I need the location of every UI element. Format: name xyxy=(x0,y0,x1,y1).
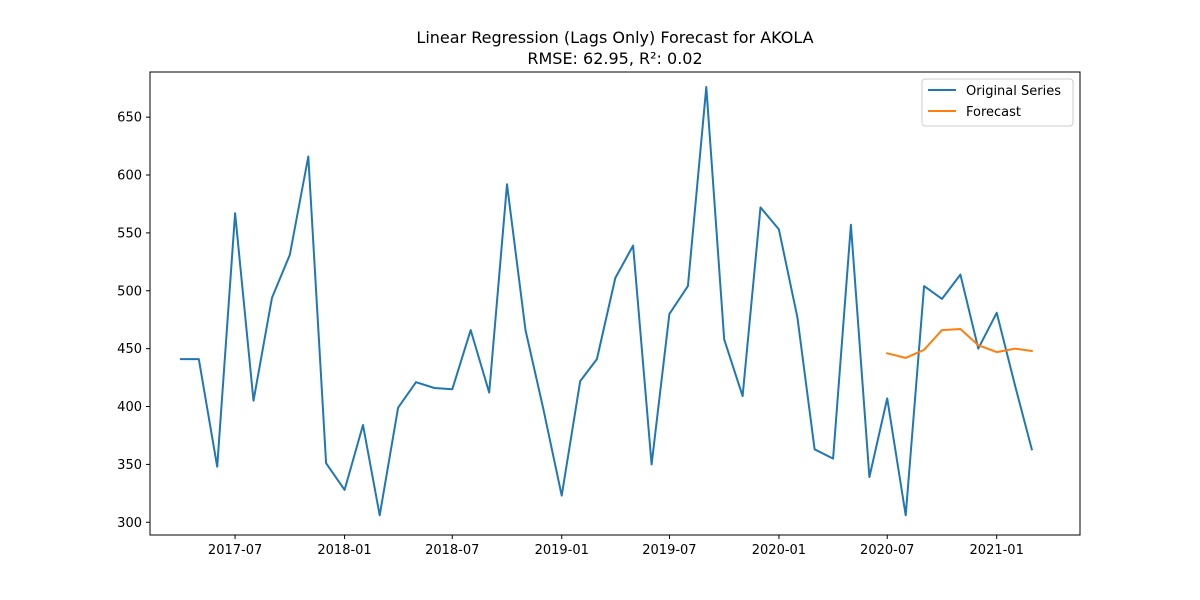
chart-title: Linear Regression (Lags Only) Forecast f… xyxy=(416,28,813,47)
plot-lines xyxy=(179,86,1034,517)
x-tick-label: 2018-07 xyxy=(425,543,479,558)
y-tick-label: 400 xyxy=(117,400,142,415)
y-axis: 300 350 400 450 500 550 600 650 xyxy=(117,111,150,531)
legend-box xyxy=(921,78,1074,127)
series-line-forecast xyxy=(885,328,1033,359)
legend-label-original-series: Original Series xyxy=(966,84,1061,99)
x-tick-label: 2017-07 xyxy=(208,543,262,558)
y-tick-label: 650 xyxy=(117,111,142,126)
legend: Original Series Forecast xyxy=(921,78,1074,127)
x-tick-label: 2018-01 xyxy=(317,543,371,558)
y-tick-label: 450 xyxy=(117,342,142,357)
legend-label-forecast: Forecast xyxy=(966,105,1021,120)
x-tick-label: 2019-07 xyxy=(642,543,696,558)
y-tick-label: 300 xyxy=(117,516,142,531)
y-tick-label: 600 xyxy=(117,169,142,184)
x-tick-label: 2019-01 xyxy=(535,543,589,558)
y-tick-label: 500 xyxy=(117,284,142,299)
series-line-original-series xyxy=(179,86,1034,517)
x-axis: 2017-07 2018-01 2018-07 2019-01 2019-07 2020-… xyxy=(208,535,1024,558)
x-tick-label: 2020-01 xyxy=(752,543,806,558)
x-tick-label: 2020-07 xyxy=(860,543,914,558)
x-tick-label: 2021-01 xyxy=(970,543,1024,558)
y-tick-label: 350 xyxy=(117,458,142,473)
chart-subtitle: RMSE: 62.95, R²: 0.02 xyxy=(527,49,702,68)
plot-frame xyxy=(149,71,1081,536)
y-tick-label: 550 xyxy=(117,226,142,241)
